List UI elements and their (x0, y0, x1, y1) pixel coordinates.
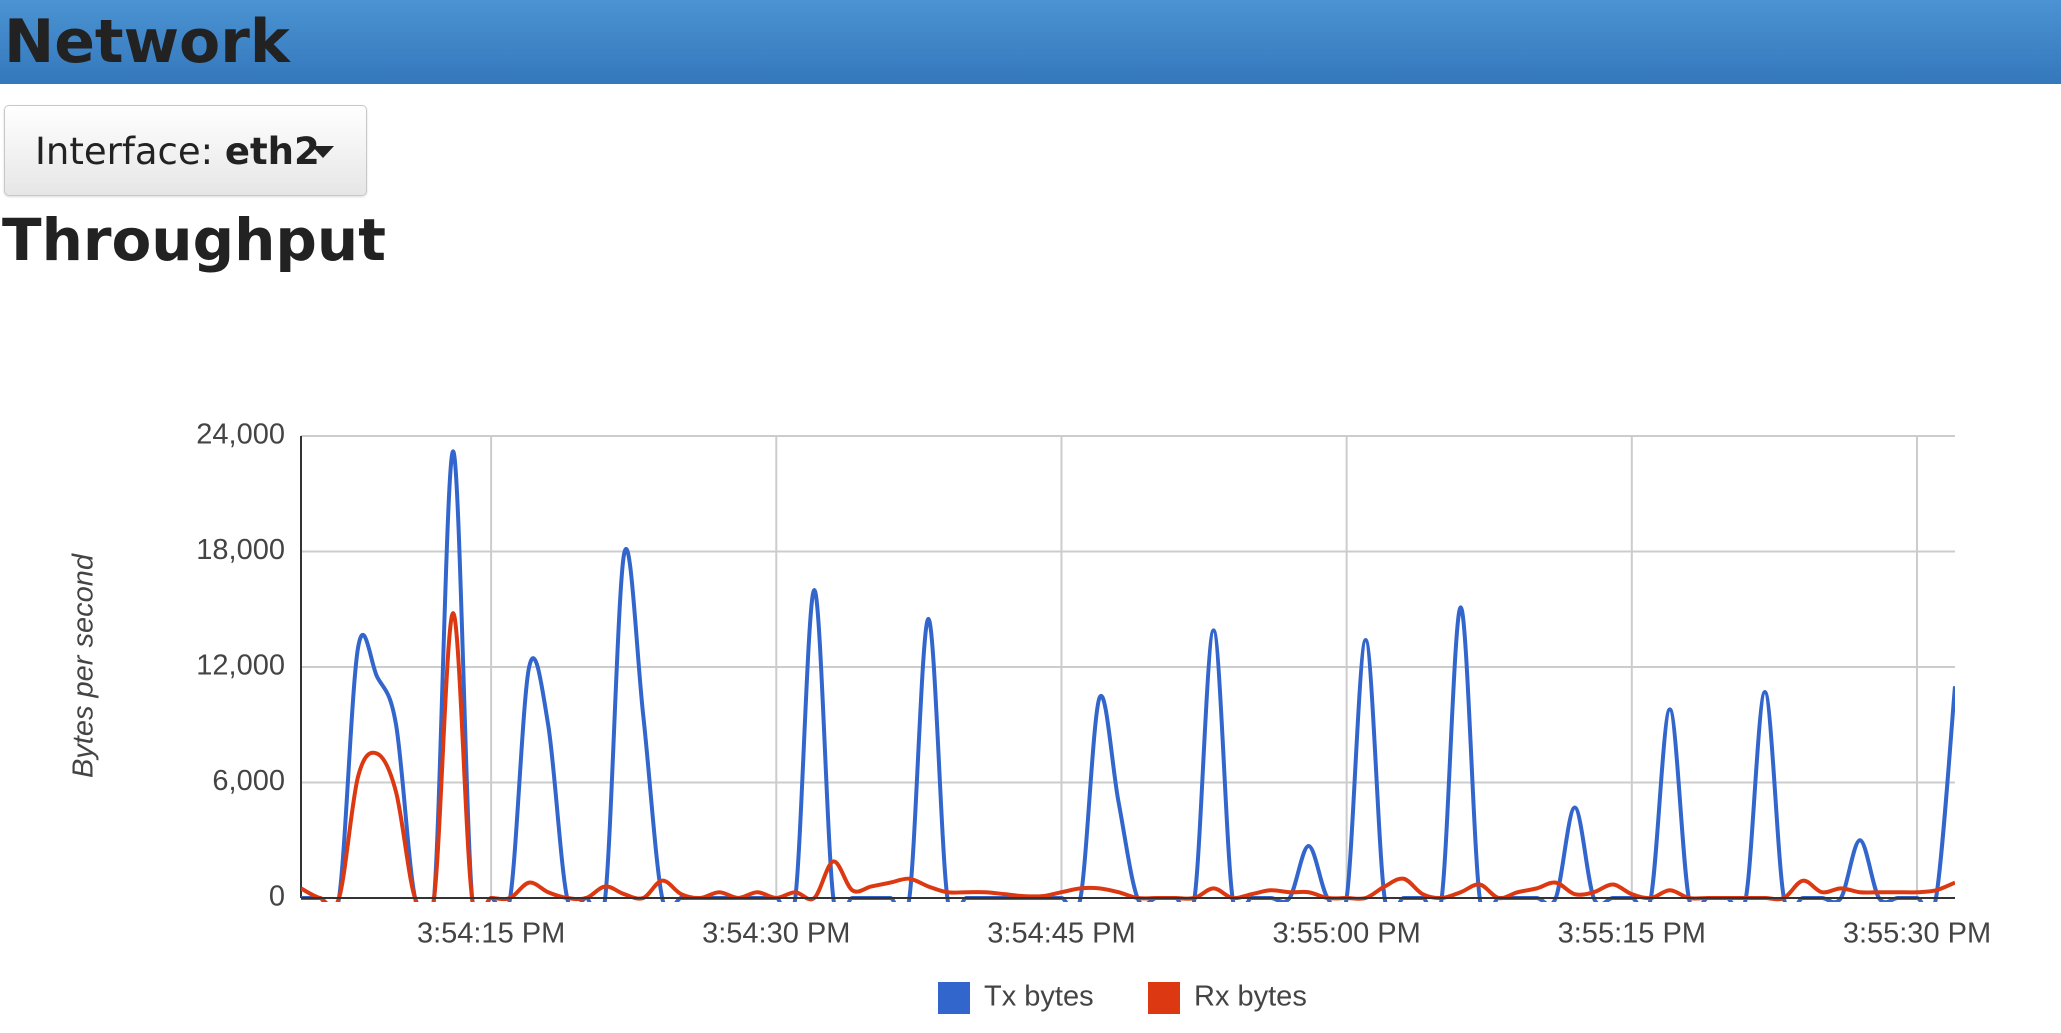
x-tick-label: 3:55:15 PM (1558, 918, 1706, 950)
x-tick-label: 3:55:30 PM (1843, 918, 1991, 950)
y-tick-label: 12,000 (196, 650, 285, 682)
header-bar: Network (0, 0, 2061, 84)
y-tick-label: 24,000 (196, 419, 285, 451)
section-title: Throughput (2, 206, 386, 274)
data-line (301, 449, 1955, 902)
interface-dropdown[interactable]: Interface: eth2 (4, 105, 367, 196)
y-tick-label: 18,000 (196, 534, 285, 566)
legend-label: Rx bytes (1194, 981, 1307, 1013)
y-tick-label: 0 (269, 881, 285, 913)
legend-swatch (1148, 982, 1180, 1014)
x-tick-label: 3:54:30 PM (702, 918, 850, 950)
dropdown-caret (312, 146, 334, 158)
legend-label: Tx bytes (984, 981, 1094, 1013)
dropdown-value: eth2 (224, 130, 320, 173)
y-tick-label: 6,000 (212, 765, 285, 797)
legend-swatch (938, 982, 970, 1014)
y-axis-title: Bytes per second (68, 553, 100, 778)
x-tick-label: 3:54:45 PM (987, 918, 1135, 950)
x-tick-label: 3:54:15 PM (417, 918, 565, 950)
plot-area (301, 449, 1955, 902)
dropdown-label: Interface: (35, 130, 214, 173)
data-line (301, 611, 1955, 902)
header-title: Network (4, 7, 290, 77)
x-tick-label: 3:55:00 PM (1272, 918, 1420, 950)
